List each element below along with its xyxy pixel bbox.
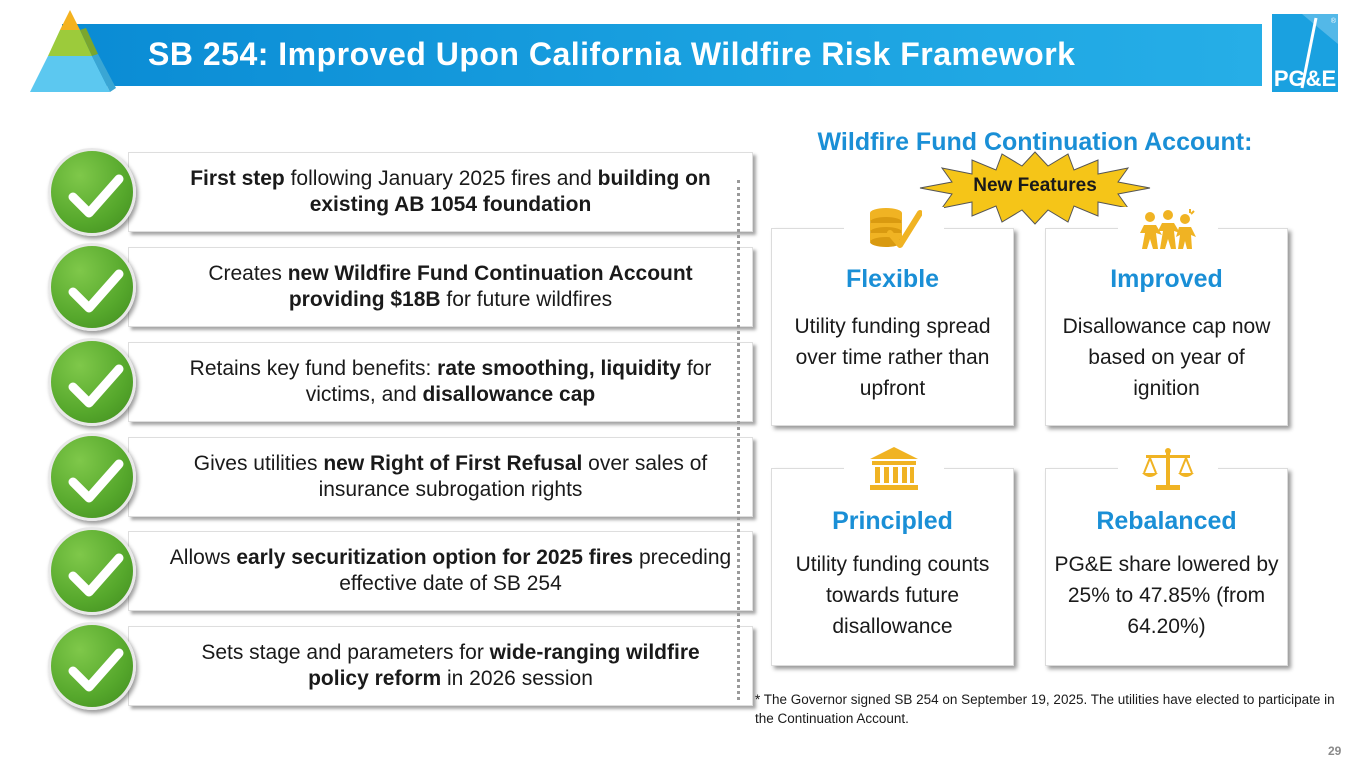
pge-logo: PG&E ® bbox=[1272, 14, 1338, 92]
feature-body: Utility funding counts towards future di… bbox=[795, 553, 990, 638]
title-bar bbox=[62, 24, 1262, 86]
list-item-text: Allows early securitization option for 2… bbox=[169, 545, 732, 597]
feature-card-rebalanced: Rebalanced PG&E share lowered by 25% to … bbox=[1045, 447, 1288, 666]
list-item: Retains key fund benefits: rate smoothin… bbox=[48, 338, 753, 426]
section-divider bbox=[737, 180, 740, 700]
list-item-text: Sets stage and parameters for wide-rangi… bbox=[169, 640, 732, 692]
list-item-text: First step following January 2025 fires … bbox=[169, 166, 732, 218]
bank-icon bbox=[870, 447, 918, 490]
text: Creates bbox=[208, 262, 288, 285]
list-item: Allows early securitization option for 2… bbox=[48, 527, 753, 615]
list-item-card: Creates new Wildfire Fund Continuation A… bbox=[128, 247, 753, 327]
list-item: First step following January 2025 fires … bbox=[48, 148, 753, 236]
bold-text: building on existing AB 1054 foundation bbox=[309, 167, 711, 216]
list-item-card: Gives utilities new Right of First Refus… bbox=[128, 437, 753, 517]
list-item-card: Retains key fund benefits: rate smoothin… bbox=[128, 342, 753, 422]
list-item: Creates new Wildfire Fund Continuation A… bbox=[48, 243, 753, 331]
scales-icon bbox=[1142, 448, 1194, 490]
feature-card-flexible: Flexible Utility funding spread over tim… bbox=[771, 207, 1014, 426]
feature-body: PG&E share lowered by 25% to 47.85% (fro… bbox=[1054, 553, 1279, 638]
new-features-label: New Features bbox=[973, 175, 1097, 196]
text: Sets stage and parameters for bbox=[201, 641, 490, 664]
text: in 2026 session bbox=[441, 667, 593, 690]
bold-text: disallowance cap bbox=[422, 383, 596, 406]
feature-title: Principled bbox=[832, 507, 953, 535]
list-item: Sets stage and parameters for wide-rangi… bbox=[48, 622, 753, 710]
text: preceding effective date of SB 254 bbox=[339, 546, 732, 595]
text: for future wildfires bbox=[440, 288, 613, 311]
people-icon bbox=[1140, 209, 1196, 249]
text: Retains key fund benefits: bbox=[189, 357, 438, 380]
list-item-text: Creates new Wildfire Fund Continuation A… bbox=[169, 261, 732, 313]
bold-text: new Wildfire Fund Continuation Account p… bbox=[287, 262, 693, 311]
bold-text: new Right of First Refusal bbox=[323, 452, 583, 475]
bold-text: early securitization option for 2025 fir… bbox=[236, 546, 634, 569]
text: for victims, and bbox=[305, 357, 712, 406]
list-item-card: Allows early securitization option for 2… bbox=[128, 531, 753, 611]
text: following January 2025 fires and bbox=[284, 167, 598, 190]
feature-body: Disallowance cap now based on year of ig… bbox=[1062, 315, 1271, 400]
checkmark-icon bbox=[48, 622, 136, 710]
list-item-card: Sets stage and parameters for wide-rangi… bbox=[128, 626, 753, 706]
feature-body: Utility funding spread over time rather … bbox=[794, 315, 991, 400]
feature-card-principled: Principled Utility funding counts toward… bbox=[771, 447, 1014, 666]
checkmark-icon bbox=[48, 243, 136, 331]
feature-title: Flexible bbox=[845, 265, 940, 293]
bold-text: rate smoothing, liquidity bbox=[437, 357, 681, 380]
logo-text: PG&E bbox=[1274, 66, 1336, 91]
footnote: * The Governor signed SB 254 on Septembe… bbox=[755, 692, 1335, 726]
text: over sales of insurance subrogation righ… bbox=[318, 452, 708, 501]
registered-mark: ® bbox=[1331, 17, 1337, 25]
list-item: Gives utilities new Right of First Refus… bbox=[48, 433, 753, 521]
bold-text: wide-ranging wildfire policy reform bbox=[308, 641, 700, 690]
feature-card-improved: Improved Disallowance cap now based on y… bbox=[1045, 207, 1288, 426]
checkmark-icon bbox=[48, 527, 136, 615]
pyramid-icon bbox=[30, 10, 116, 92]
checkmark-icon bbox=[48, 338, 136, 426]
starburst-badge bbox=[919, 151, 1151, 225]
feature-title: Rebalanced bbox=[1096, 507, 1237, 535]
page-title: SB 254: Improved Upon California Wildfir… bbox=[148, 36, 1076, 72]
page-number: 29 bbox=[1328, 744, 1342, 758]
feature-title: Improved bbox=[1110, 265, 1223, 293]
list-item-card: First step following January 2025 fires … bbox=[128, 152, 753, 232]
bold-text: First step bbox=[190, 167, 285, 190]
text: Allows bbox=[169, 546, 237, 569]
coins-check-icon bbox=[870, 208, 922, 248]
checkmark-icon bbox=[48, 433, 136, 521]
list-item-text: Retains key fund benefits: rate smoothin… bbox=[169, 356, 732, 408]
text: Gives utilities bbox=[193, 452, 324, 475]
list-item-text: Gives utilities new Right of First Refus… bbox=[169, 451, 732, 503]
checkmark-icon bbox=[48, 148, 136, 236]
